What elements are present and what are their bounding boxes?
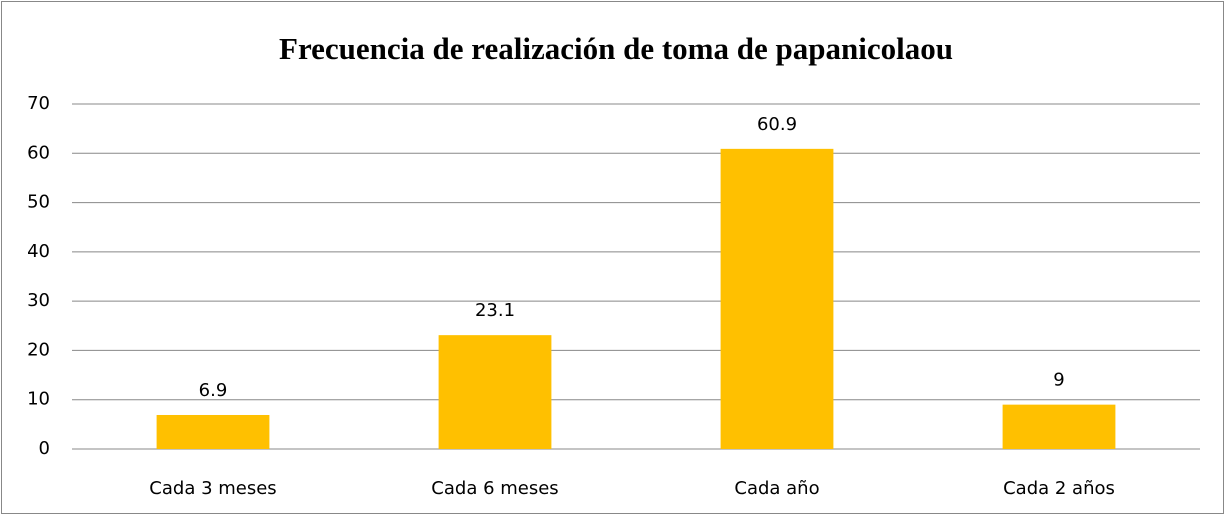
y-tick-label: 30	[27, 290, 50, 311]
data-label: 9	[1053, 370, 1064, 391]
y-tick-label: 20	[27, 339, 50, 360]
y-tick-label: 50	[27, 192, 50, 213]
chart-title: Frecuencia de realización de toma de pap…	[279, 31, 953, 66]
bar	[156, 414, 270, 449]
y-tick-label: 0	[39, 438, 50, 459]
bar	[438, 335, 552, 449]
y-tick-label: 60	[27, 142, 50, 163]
bar	[720, 148, 834, 449]
x-tick-label: Cada 2 años	[1003, 478, 1115, 499]
y-tick-label: 10	[27, 389, 50, 410]
data-label: 23.1	[475, 300, 515, 321]
bar	[1002, 404, 1116, 449]
x-tick-label: Cada 6 meses	[431, 478, 558, 499]
y-tick-label: 70	[27, 93, 50, 114]
x-tick-label: Cada año	[734, 478, 819, 499]
y-tick-label: 40	[27, 241, 50, 262]
data-label: 6.9	[199, 380, 228, 401]
x-tick-label: Cada 3 meses	[149, 478, 276, 499]
data-label: 60.9	[757, 114, 797, 135]
